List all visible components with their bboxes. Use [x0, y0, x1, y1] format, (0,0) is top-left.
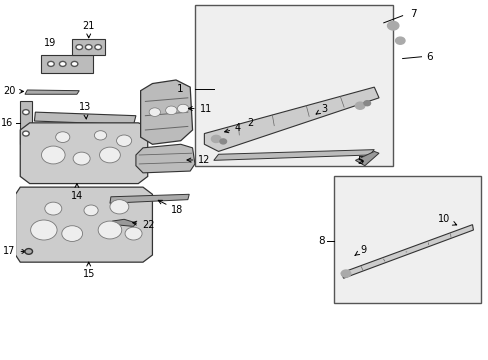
- Circle shape: [341, 270, 350, 277]
- Circle shape: [116, 135, 131, 147]
- Polygon shape: [141, 80, 192, 144]
- Text: 4: 4: [224, 123, 241, 133]
- Circle shape: [395, 37, 404, 44]
- Text: 15: 15: [82, 262, 95, 279]
- Circle shape: [76, 45, 82, 50]
- Circle shape: [22, 110, 29, 114]
- Circle shape: [100, 147, 120, 163]
- Circle shape: [149, 108, 160, 116]
- Circle shape: [125, 227, 142, 240]
- Text: 7: 7: [409, 9, 415, 19]
- Text: 6: 6: [426, 52, 432, 62]
- Polygon shape: [34, 112, 136, 125]
- Polygon shape: [136, 144, 195, 173]
- Text: 8: 8: [318, 236, 324, 246]
- Circle shape: [84, 205, 98, 216]
- Text: 3: 3: [315, 104, 327, 114]
- Polygon shape: [20, 102, 32, 144]
- Polygon shape: [72, 39, 105, 55]
- Text: 10: 10: [437, 214, 456, 225]
- Circle shape: [220, 139, 226, 144]
- Polygon shape: [341, 225, 472, 278]
- Polygon shape: [204, 87, 378, 152]
- Polygon shape: [213, 150, 373, 160]
- Circle shape: [47, 62, 54, 66]
- Circle shape: [94, 131, 106, 140]
- Circle shape: [95, 45, 101, 50]
- Circle shape: [165, 106, 177, 114]
- Text: 2: 2: [247, 118, 253, 128]
- Circle shape: [25, 249, 33, 254]
- Polygon shape: [112, 219, 136, 226]
- Polygon shape: [355, 152, 378, 166]
- Circle shape: [110, 200, 128, 214]
- Text: 14: 14: [71, 184, 83, 201]
- Text: 1: 1: [176, 84, 183, 94]
- Circle shape: [45, 202, 61, 215]
- Circle shape: [41, 146, 65, 164]
- Circle shape: [31, 220, 57, 240]
- Text: 16: 16: [1, 118, 13, 128]
- Text: 13: 13: [79, 102, 91, 119]
- Polygon shape: [16, 187, 152, 262]
- Circle shape: [177, 104, 188, 113]
- Text: 20: 20: [3, 86, 23, 96]
- Circle shape: [363, 101, 370, 106]
- Text: 22: 22: [132, 220, 154, 230]
- Circle shape: [61, 226, 82, 242]
- Polygon shape: [25, 90, 79, 94]
- Text: 5: 5: [356, 156, 363, 166]
- Polygon shape: [110, 194, 189, 203]
- Text: 19: 19: [44, 38, 56, 48]
- Text: 9: 9: [354, 245, 366, 255]
- Circle shape: [73, 152, 90, 165]
- Bar: [195, 5, 392, 166]
- Bar: [333, 176, 480, 303]
- Polygon shape: [20, 123, 147, 184]
- Text: 12: 12: [186, 155, 210, 165]
- Text: 21: 21: [82, 21, 95, 38]
- Text: 11: 11: [188, 104, 211, 113]
- Text: 18: 18: [158, 200, 183, 215]
- Polygon shape: [41, 55, 93, 73]
- Circle shape: [355, 102, 364, 109]
- Circle shape: [211, 135, 221, 143]
- Text: 17: 17: [3, 247, 26, 256]
- Circle shape: [386, 21, 398, 30]
- Circle shape: [85, 45, 92, 50]
- Circle shape: [60, 62, 66, 66]
- Circle shape: [22, 131, 29, 136]
- Circle shape: [98, 221, 122, 239]
- Circle shape: [71, 62, 78, 66]
- Circle shape: [56, 132, 70, 143]
